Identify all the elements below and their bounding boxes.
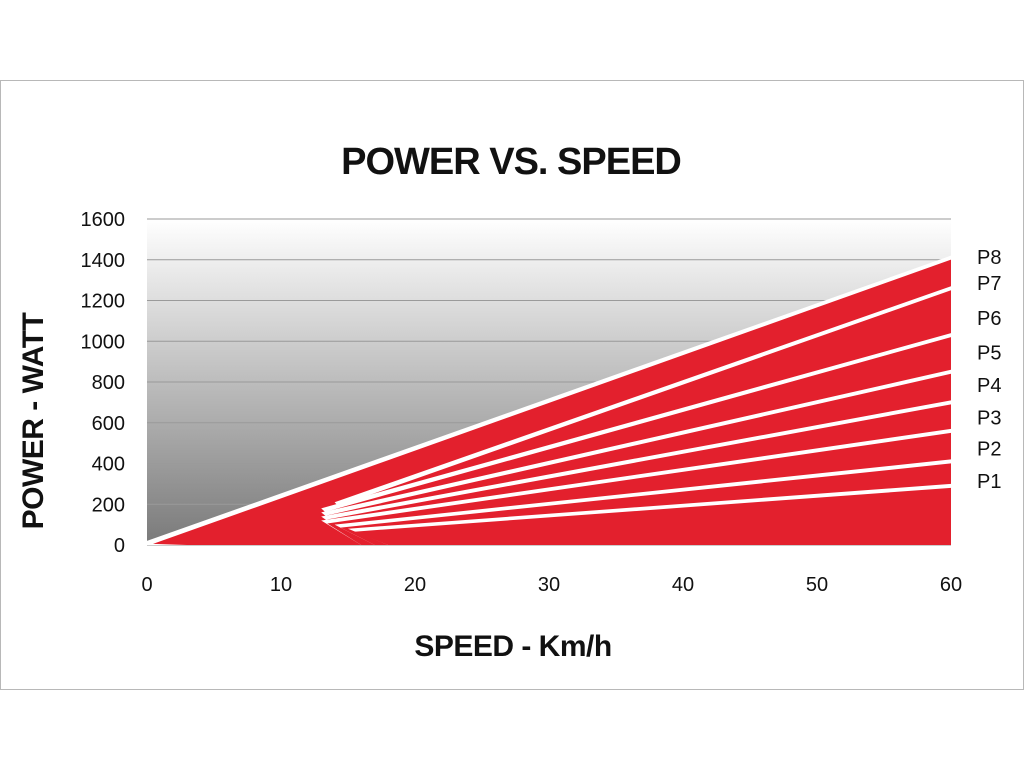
x-tick-40: 40 bbox=[672, 574, 694, 596]
chart-title: POWER VS. SPEED bbox=[341, 141, 681, 183]
series-label-P1: P1 bbox=[977, 471, 1001, 493]
x-tick-10: 10 bbox=[270, 574, 292, 596]
x-axis-label: SPEED - Km/h bbox=[414, 630, 611, 663]
series-labels: P8 P7 P6 P5 P4 P3 P2 P1 bbox=[977, 247, 1001, 493]
y-tick-1200: 1200 bbox=[81, 291, 126, 313]
x-tick-20: 20 bbox=[404, 574, 426, 596]
chart-frame: POWER VS. SPEED 0 200 400 600 800 1000 1200 140… bbox=[0, 80, 1024, 690]
y-tick-800: 800 bbox=[92, 372, 125, 394]
y-tick-200: 200 bbox=[92, 494, 125, 516]
x-tick-30: 30 bbox=[538, 574, 560, 596]
series-label-P4: P4 bbox=[977, 375, 1001, 397]
y-tick-1000: 1000 bbox=[81, 331, 126, 353]
series-label-P6: P6 bbox=[977, 308, 1001, 330]
series-label-P7: P7 bbox=[977, 273, 1001, 295]
series-areas bbox=[147, 255, 952, 546]
y-axis-ticks: 0 200 400 600 800 1000 1200 1400 1600 bbox=[81, 209, 126, 557]
x-tick-50: 50 bbox=[806, 574, 828, 596]
y-tick-1400: 1400 bbox=[81, 250, 126, 272]
series-area-P1 bbox=[354, 487, 951, 545]
y-axis-label: POWER - WATT bbox=[17, 312, 50, 529]
series-label-P3: P3 bbox=[977, 408, 1001, 430]
y-tick-400: 400 bbox=[92, 454, 125, 476]
y-tick-0: 0 bbox=[114, 535, 125, 557]
series-label-P5: P5 bbox=[977, 343, 1001, 365]
power-vs-speed-chart: POWER VS. SPEED 020040060080010001200140… bbox=[17, 141, 1001, 663]
y-tick-600: 600 bbox=[92, 413, 125, 435]
x-axis-ticks: 0 10 20 30 40 50 60 bbox=[141, 574, 962, 596]
series-label-P8: P8 bbox=[977, 247, 1001, 269]
x-tick-0: 0 bbox=[141, 574, 152, 596]
y-tick-1600: 1600 bbox=[81, 209, 126, 231]
x-tick-60: 60 bbox=[940, 574, 962, 596]
series-label-P2: P2 bbox=[977, 438, 1001, 460]
